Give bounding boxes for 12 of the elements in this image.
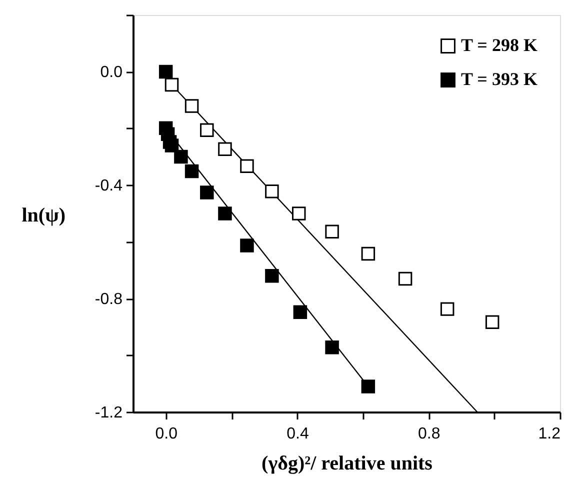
y-tick-label: -1.2 (94, 404, 123, 422)
legend-label: T = 393 K (461, 69, 538, 89)
x-tick-label: 0.0 (155, 426, 178, 442)
x-tick-label: 0.4 (286, 426, 309, 442)
legend-label: T = 298 K (461, 35, 538, 55)
y-tick-label: -0.4 (94, 178, 123, 195)
x-tick-label: 0.8 (418, 426, 440, 442)
x-tick-label: 1.2 (538, 426, 561, 442)
y-tick-label: 0.0 (100, 64, 123, 82)
x-axis-title: (γδg)²/ relative units (262, 452, 433, 474)
y-axis-title: ln(ψ) (22, 204, 66, 226)
y-tick-label: -0.8 (94, 291, 123, 308)
